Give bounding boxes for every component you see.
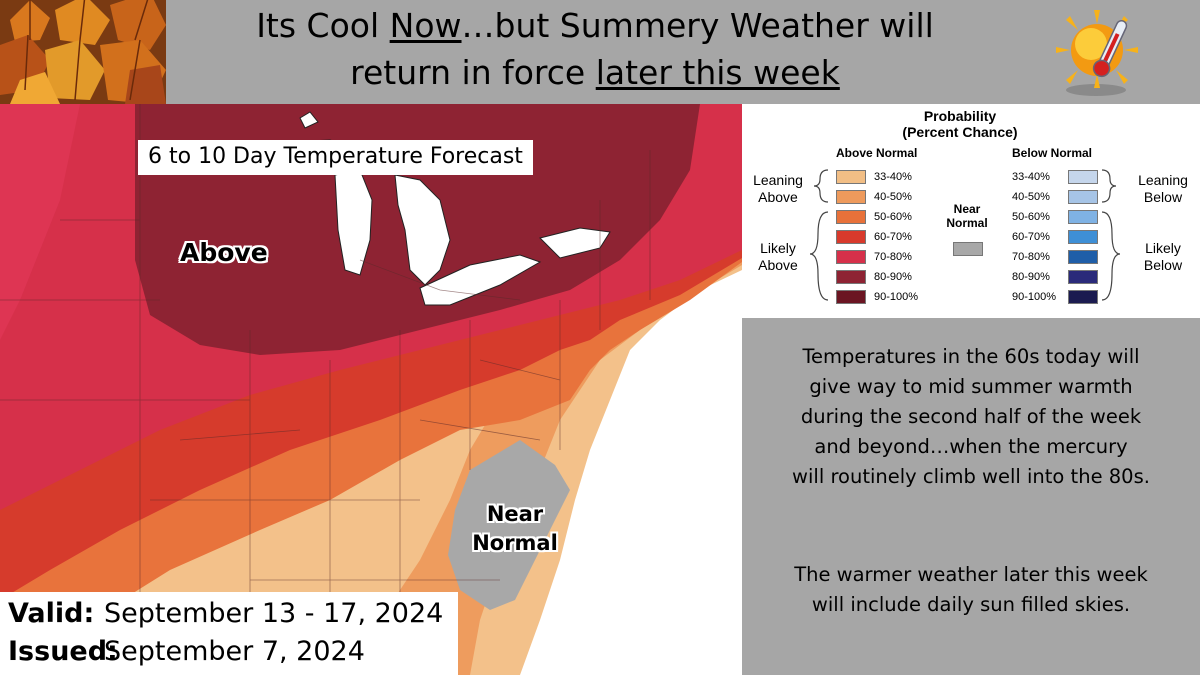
legend-above-swatch bbox=[836, 170, 866, 184]
legend-above-label: 33-40% bbox=[874, 171, 912, 183]
legend-below-swatch bbox=[1068, 230, 1098, 244]
legend-near-normal-label: Near Normal bbox=[946, 202, 988, 230]
legend-above-swatch bbox=[836, 270, 866, 284]
valid-value: September 13 - 17, 2024 bbox=[104, 598, 444, 629]
legend-above-label: 50-60% bbox=[874, 211, 912, 223]
description-line: will include daily sun filled skies. bbox=[811, 593, 1131, 616]
legend-above-swatch bbox=[836, 210, 866, 224]
legend-below-swatch bbox=[1068, 270, 1098, 284]
legend-below-label: 80-90% bbox=[1012, 271, 1050, 283]
legend-below-swatch bbox=[1068, 210, 1098, 224]
forecast-map: 6 to 10 Day Temperature Forecast Above N… bbox=[0, 104, 742, 675]
legend-above-label: 70-80% bbox=[874, 251, 912, 263]
legend-leaning-above: Leaning Above bbox=[753, 172, 803, 205]
description-line: and beyond…when the mercury bbox=[814, 435, 1128, 458]
autumn-leaves-icon bbox=[0, 0, 166, 104]
legend-below-label: 50-60% bbox=[1012, 211, 1050, 223]
legend-above-swatch bbox=[836, 250, 866, 264]
legend-above-label: 80-90% bbox=[874, 271, 912, 283]
description-line: The warmer weather later this week bbox=[794, 563, 1148, 586]
legend-near-normal-swatch bbox=[953, 242, 983, 256]
legend-below-swatch bbox=[1068, 190, 1098, 204]
legend-below-swatch bbox=[1068, 290, 1098, 304]
legend-above-label: 90-100% bbox=[874, 291, 919, 303]
issued-value: September 7, 2024 bbox=[104, 636, 365, 667]
description-line: during the second half of the week bbox=[800, 405, 1142, 428]
issued-key: Issued: bbox=[8, 636, 118, 667]
legend-above-swatch bbox=[836, 230, 866, 244]
legend-below-swatch bbox=[1068, 170, 1098, 184]
probability-legend: Probability (Percent Chance) Above Norma… bbox=[742, 104, 1200, 318]
sun-thermometer-icon bbox=[1048, 8, 1148, 100]
legend-below-label: 90-100% bbox=[1012, 291, 1057, 303]
region-label-above: Above bbox=[180, 238, 268, 267]
legend-below-header: Below Normal bbox=[1012, 146, 1093, 160]
legend-below-label: 40-50% bbox=[1012, 191, 1050, 203]
legend-leaning-below: Leaning Below bbox=[1138, 172, 1188, 205]
legend-above-header: Above Normal bbox=[836, 146, 918, 160]
description-box: Temperatures in the 60s today will give w… bbox=[742, 318, 1200, 675]
legend-above-label: 60-70% bbox=[874, 231, 912, 243]
description-line: will routinely climb well into the 80s. bbox=[792, 465, 1150, 488]
legend-below-swatch bbox=[1068, 250, 1098, 264]
legend-below-label: 60-70% bbox=[1012, 231, 1050, 243]
description-line: Temperatures in the 60s today will bbox=[802, 345, 1140, 368]
legend-braces bbox=[809, 169, 1121, 301]
legend-likely-above: Likely Above bbox=[758, 240, 798, 273]
region-label-near-normal: Near Normal bbox=[472, 502, 558, 555]
legend-above-label: 40-50% bbox=[874, 191, 912, 203]
legend-above-swatch bbox=[836, 190, 866, 204]
legend-below-label: 33-40% bbox=[1012, 171, 1050, 183]
page-title: Its Cool Now…but Summery Weather will re… bbox=[256, 6, 934, 92]
legend-above-swatch bbox=[836, 290, 866, 304]
legend-likely-below: Likely Below bbox=[1143, 240, 1183, 273]
header-bar: Its Cool Now…but Summery Weather will re… bbox=[0, 0, 1200, 104]
legend-below-label: 70-80% bbox=[1012, 251, 1050, 263]
legend-title: Probability (Percent Chance) bbox=[902, 108, 1018, 140]
description-line: give way to mid summer warmth bbox=[809, 375, 1133, 398]
forecast-dates: Valid: September 13 - 17, 2024 Issued:Sep… bbox=[0, 592, 458, 675]
valid-key: Valid: bbox=[8, 598, 95, 629]
map-title: 6 to 10 Day Temperature Forecast bbox=[138, 140, 533, 175]
